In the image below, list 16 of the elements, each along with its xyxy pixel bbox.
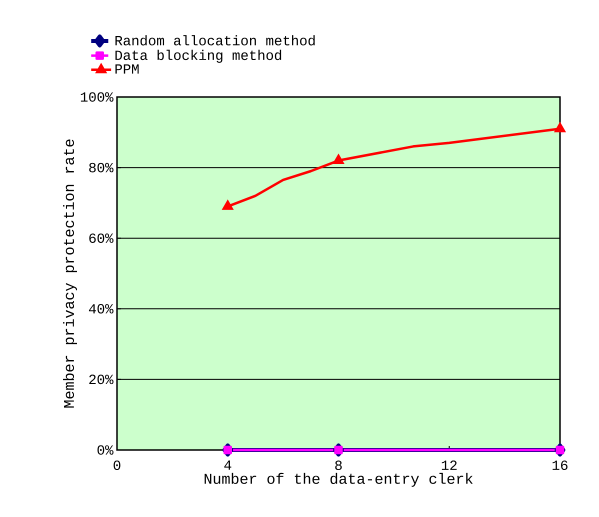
x-tick-label: 12	[442, 460, 457, 470]
x-axis-title: Number of the data-entry clerk	[204, 472, 473, 487]
x-tick-label: 4	[224, 460, 232, 470]
y-tick-label: 0%	[98, 445, 114, 455]
y-tick-label: 100%	[80, 92, 114, 102]
x-tick-label: 8	[335, 460, 342, 470]
y-axis-title: Member privacy protection rate	[63, 140, 77, 408]
legend-label: Data blocking method	[115, 50, 282, 63]
x-tick-label: 0	[114, 460, 120, 470]
x-tick-label: 16	[552, 460, 568, 470]
y-tick-label: 20%	[89, 374, 114, 384]
y-tick-label: 60%	[89, 233, 114, 243]
legend-label: PPM	[115, 64, 139, 74]
y-tick-label: 80%	[89, 162, 114, 172]
legend-label: Random allocation method	[115, 35, 315, 46]
y-tick-label: 40%	[88, 304, 114, 314]
